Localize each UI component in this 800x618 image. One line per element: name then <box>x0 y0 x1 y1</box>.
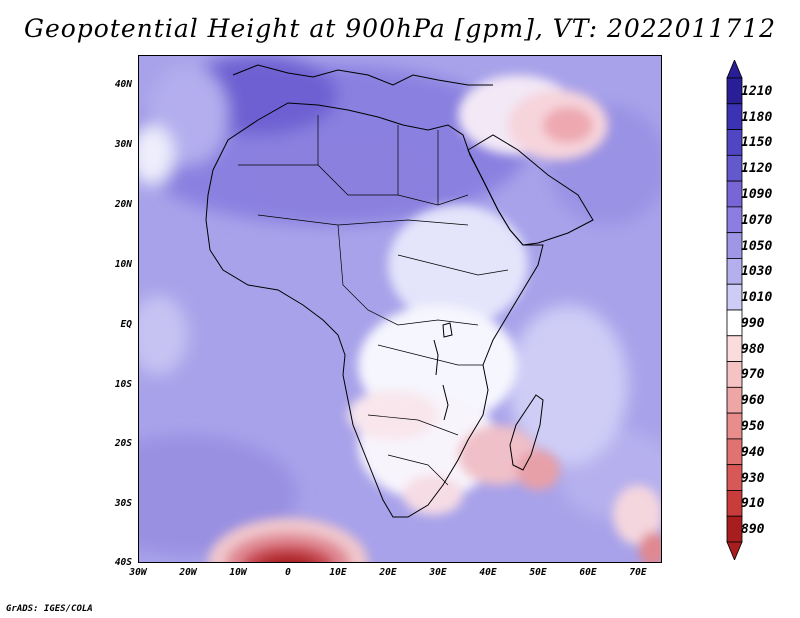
colorbar-swatch <box>726 361 743 388</box>
colorbar-label: 980 <box>741 341 765 357</box>
lon-label-70e: 70E <box>629 567 647 578</box>
colorbar-bottom-arrow <box>726 541 743 560</box>
lat-label-10s: 10S <box>114 379 132 390</box>
low-region-continent <box>348 75 662 563</box>
colorbar-swatch <box>726 77 743 105</box>
colorbar-label: 1010 <box>741 290 773 306</box>
lat-label-eq: EQ <box>120 319 132 330</box>
chart-title: Geopotential Height at 900hPa [gpm], VT:… <box>23 14 777 43</box>
colorbar-swatch <box>726 129 743 156</box>
lat-label-40s: 40S <box>114 557 132 568</box>
colorbar-swatch <box>726 309 743 337</box>
colorbar-swatch <box>726 180 743 208</box>
lon-label-40e: 40E <box>479 567 497 578</box>
colorbar-swatch <box>726 206 743 234</box>
colorbar-label: 890 <box>741 522 765 538</box>
colorbar-label: 1030 <box>741 264 773 280</box>
colorbar-label: 1120 <box>741 161 773 177</box>
colorbar-label: 1070 <box>741 212 773 228</box>
madagascar-outline <box>509 394 544 471</box>
lon-label-20w: 20W <box>179 567 197 578</box>
colorbar-swatch <box>726 335 743 362</box>
map-frame <box>138 55 662 563</box>
colorbar-label: 960 <box>741 393 765 409</box>
colorbar-label: 940 <box>741 444 765 460</box>
grads-credit: GrADS: IGES/COLA <box>6 604 93 614</box>
colorbar-swatch <box>726 232 743 259</box>
colorbar-swatch <box>726 258 743 285</box>
lat-label-20n: 20N <box>114 199 132 210</box>
map-panel <box>138 55 662 563</box>
lon-label-0: 0 <box>285 567 291 578</box>
colorbar-swatch <box>726 154 743 182</box>
colorbar-label: 1210 <box>741 83 773 99</box>
lat-label-10n: 10N <box>114 259 132 270</box>
arabia-outline <box>467 134 594 246</box>
africa-coastline <box>205 102 544 518</box>
colorbar-label: 970 <box>741 367 765 383</box>
colorbar-swatch <box>726 490 743 517</box>
colorbar-label: 910 <box>741 496 765 512</box>
colorbar-swatch <box>726 515 743 543</box>
lon-label-20e: 20E <box>379 567 397 578</box>
colorbar-label: 1090 <box>741 187 773 202</box>
colorbar-label: 1180 <box>741 109 773 125</box>
colorbar-swatch <box>726 464 743 491</box>
colorbar-swatch <box>726 412 743 440</box>
great-lakes <box>433 322 453 421</box>
colorbar-swatch <box>726 438 743 466</box>
colorbar-label: 930 <box>741 470 765 486</box>
lon-label-10e: 10E <box>329 567 347 578</box>
lat-label-40n: 40N <box>114 79 132 90</box>
country-borders <box>238 115 509 486</box>
colorbar-label: 950 <box>741 419 765 434</box>
colorbar-label: 1150 <box>741 135 773 151</box>
lon-label-10w: 10W <box>229 567 247 578</box>
lat-label-30n: 30N <box>114 139 132 150</box>
europe-coast <box>232 64 493 86</box>
colorbar-swatch <box>726 103 743 130</box>
colorbar-swatch <box>726 386 743 414</box>
lat-label-30s: 30S <box>114 498 132 509</box>
height-field-map <box>138 55 662 563</box>
lat-label-20s: 20S <box>114 438 132 449</box>
deep-low-south-atlantic <box>208 518 368 563</box>
colorbar <box>726 60 743 560</box>
lon-label-50e: 50E <box>529 567 547 578</box>
colorbar-swatch <box>726 283 743 311</box>
lon-label-30e: 30E <box>429 567 447 578</box>
colorbar-label: 1050 <box>741 238 773 254</box>
lon-label-30w: 30W <box>129 567 147 578</box>
colorbar-top-arrow <box>726 60 743 79</box>
colorbar-label: 990 <box>741 315 765 331</box>
lon-label-60e: 60E <box>579 567 597 578</box>
